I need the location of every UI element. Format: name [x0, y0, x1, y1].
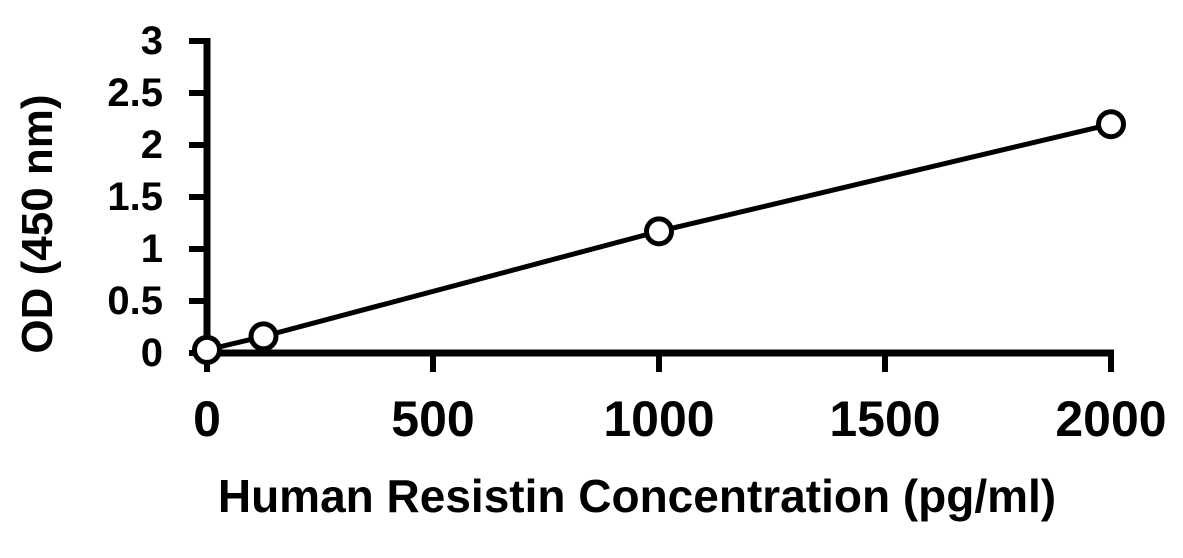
y-tick-label: 2 [141, 123, 163, 167]
y-tick-label: 1.5 [107, 175, 163, 219]
y-tick-label: 1 [141, 227, 163, 271]
y-tick-label: 3 [141, 19, 163, 63]
data-line [206, 121, 1112, 353]
data-point-marker [644, 216, 674, 247]
y-axis-title: OD (450 nm) [13, 94, 62, 353]
data-point-marker [248, 321, 279, 352]
y-tick-label: 0.5 [107, 279, 163, 323]
x-tick-label: 1500 [829, 391, 940, 447]
x-axis-title: Human Resistin Concentration (pg/ml) [218, 470, 1056, 522]
x-tick-label: 0 [193, 391, 221, 447]
data-series-layer [192, 109, 1126, 365]
y-tick-label: 2.5 [107, 71, 163, 115]
data-point-marker [192, 334, 222, 365]
x-tick-label: 500 [391, 391, 474, 447]
data-point-marker [1096, 109, 1126, 140]
axes-layer: 0 0.5 1 1.5 2 2.5 3 0 500 1000 1500 2000 [107, 19, 1166, 447]
x-tick-label: 1000 [603, 391, 714, 447]
x-tick-label: 2000 [1055, 391, 1166, 447]
y-tick-label: 0 [141, 331, 163, 375]
